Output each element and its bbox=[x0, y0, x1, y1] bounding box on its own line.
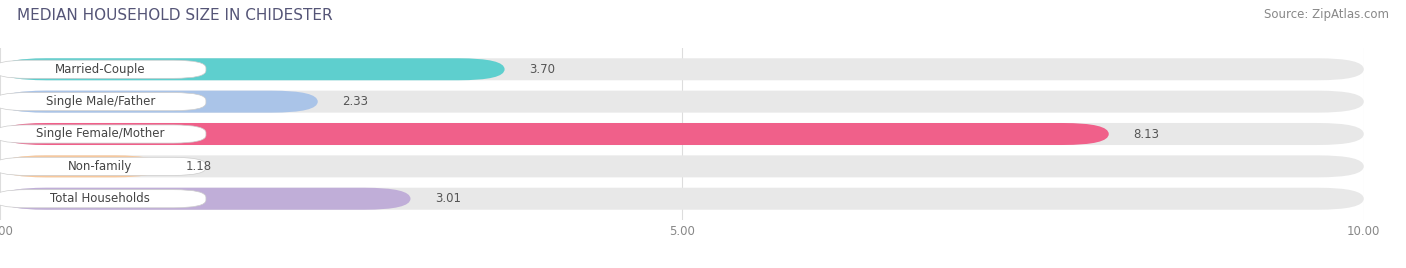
FancyBboxPatch shape bbox=[0, 155, 1364, 177]
Text: 1.18: 1.18 bbox=[186, 160, 212, 173]
Text: Non-family: Non-family bbox=[67, 160, 132, 173]
FancyBboxPatch shape bbox=[0, 92, 205, 111]
FancyBboxPatch shape bbox=[0, 91, 318, 113]
FancyBboxPatch shape bbox=[0, 123, 1364, 145]
Text: 3.01: 3.01 bbox=[434, 192, 461, 205]
Text: Total Households: Total Households bbox=[51, 192, 150, 205]
FancyBboxPatch shape bbox=[0, 188, 411, 210]
FancyBboxPatch shape bbox=[0, 155, 160, 177]
FancyBboxPatch shape bbox=[0, 58, 1364, 80]
FancyBboxPatch shape bbox=[0, 123, 1109, 145]
FancyBboxPatch shape bbox=[0, 157, 205, 176]
Text: 2.33: 2.33 bbox=[342, 95, 368, 108]
Text: Married-Couple: Married-Couple bbox=[55, 63, 146, 76]
Text: MEDIAN HOUSEHOLD SIZE IN CHIDESTER: MEDIAN HOUSEHOLD SIZE IN CHIDESTER bbox=[17, 8, 332, 23]
Text: 8.13: 8.13 bbox=[1133, 128, 1160, 140]
FancyBboxPatch shape bbox=[0, 58, 505, 80]
FancyBboxPatch shape bbox=[0, 91, 1364, 113]
Text: Single Male/Father: Single Male/Father bbox=[45, 95, 155, 108]
Text: Source: ZipAtlas.com: Source: ZipAtlas.com bbox=[1264, 8, 1389, 21]
FancyBboxPatch shape bbox=[0, 60, 205, 78]
FancyBboxPatch shape bbox=[0, 188, 1364, 210]
Text: Single Female/Mother: Single Female/Mother bbox=[37, 128, 165, 140]
FancyBboxPatch shape bbox=[0, 190, 205, 208]
Text: 3.70: 3.70 bbox=[529, 63, 555, 76]
FancyBboxPatch shape bbox=[0, 125, 205, 143]
